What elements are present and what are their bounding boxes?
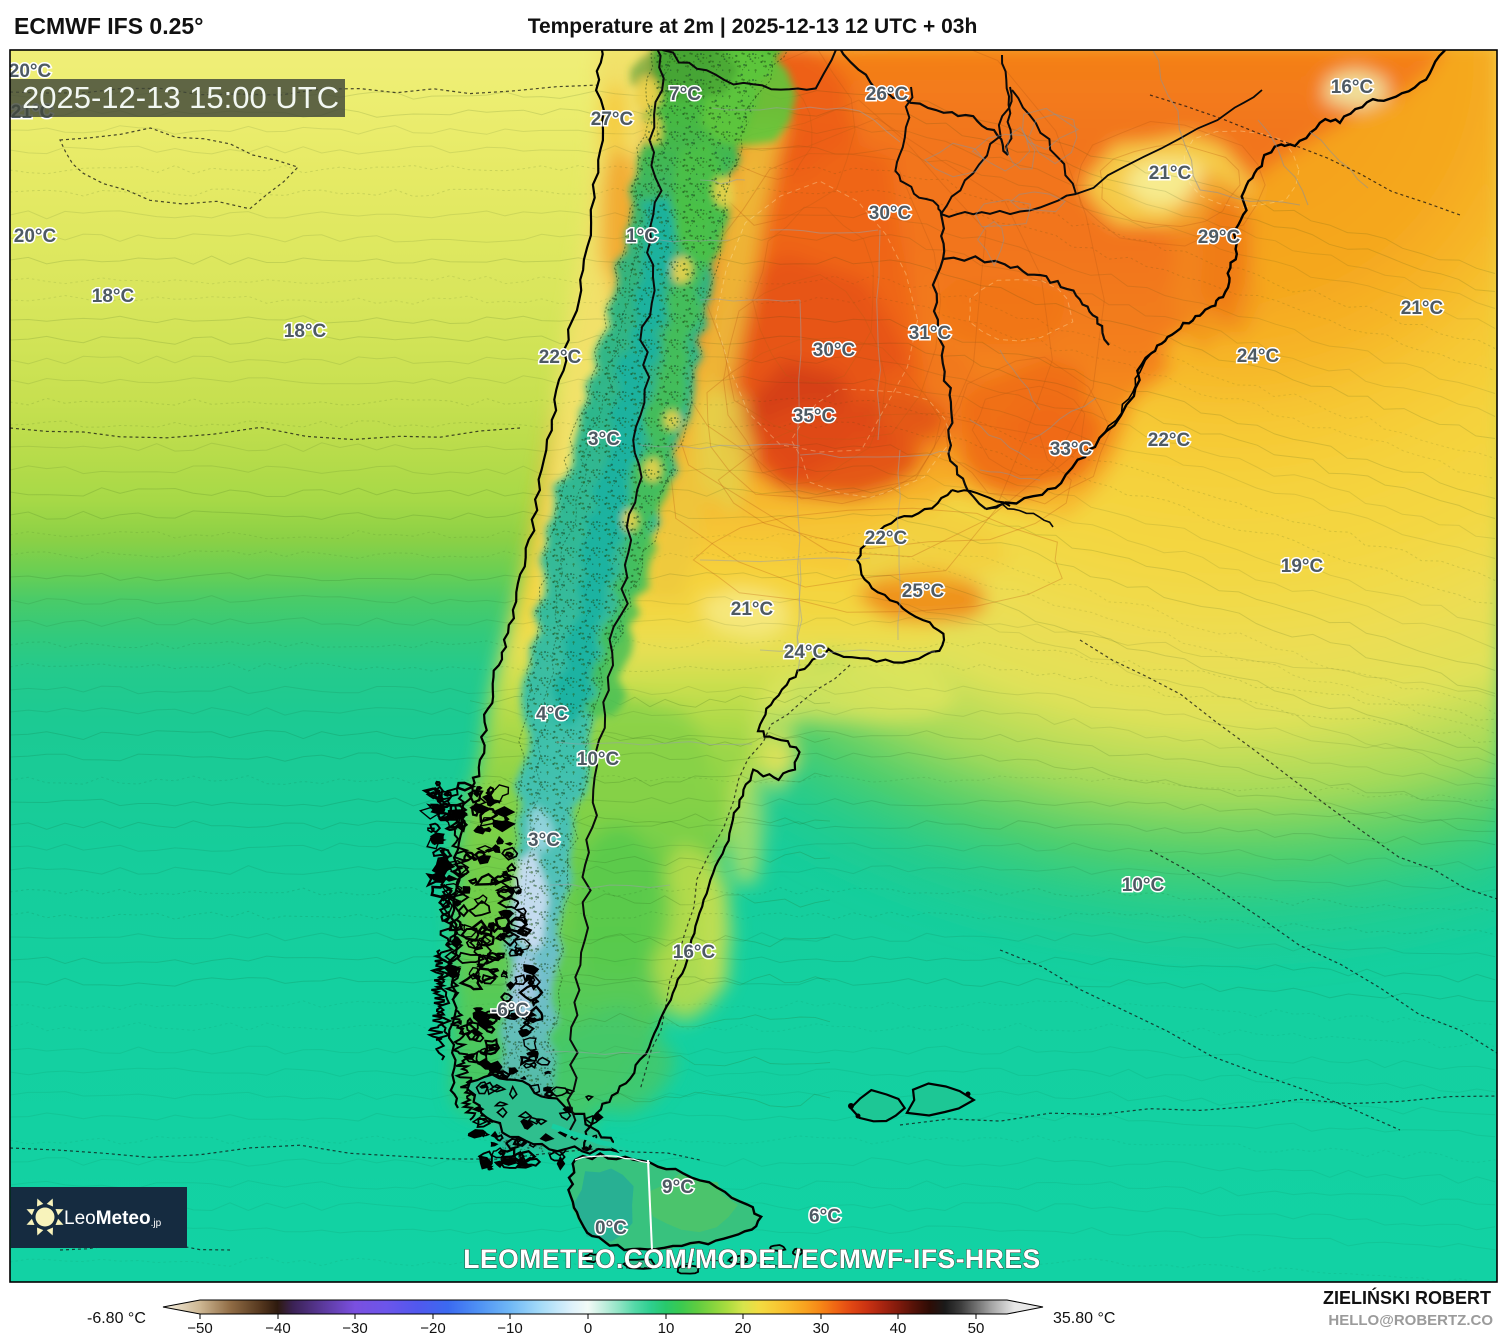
svg-text:24°C: 24°C [1237,346,1280,367]
svg-text:18°C: 18°C [284,321,327,342]
svg-text:−50: −50 [187,1320,212,1337]
svg-text:24°C: 24°C [784,642,827,663]
svg-text:−10: −10 [497,1320,522,1337]
svg-text:21°C: 21°C [1149,163,1192,184]
svg-text:31°C: 31°C [909,323,952,344]
svg-text:30°C: 30°C [869,203,912,224]
svg-text:22°C: 22°C [865,528,908,549]
svg-text:−30: −30 [342,1320,367,1337]
svg-text:25°C: 25°C [902,581,945,602]
svg-text:-6°C: -6°C [491,1000,529,1021]
svg-text:50: 50 [968,1320,985,1337]
svg-text:10°C: 10°C [1122,875,1165,896]
svg-text:4°C: 4°C [536,704,568,725]
svg-text:7°C: 7°C [669,84,701,105]
svg-text:26°C: 26°C [866,84,909,105]
svg-text:30°C: 30°C [813,340,856,361]
svg-text:27°C: 27°C [591,109,634,130]
svg-text:22°C: 22°C [539,347,582,368]
svg-text:21°C: 21°C [1401,298,1444,319]
svg-text:40: 40 [890,1320,907,1337]
svg-text:19°C: 19°C [1281,556,1324,577]
svg-text:9°C: 9°C [662,1177,694,1198]
svg-text:20°C: 20°C [14,226,57,247]
svg-text:16°C: 16°C [1331,77,1374,98]
svg-text:−40: −40 [265,1320,290,1337]
svg-text:LEOMETEO.COM/MODEL/ECMWF-IFS-H: LEOMETEO.COM/MODEL/ECMWF-IFS-HRES [463,1244,1040,1274]
svg-text:2025-12-13 15:00 UTC: 2025-12-13 15:00 UTC [22,80,339,115]
svg-text:30: 30 [813,1320,830,1337]
svg-text:0: 0 [584,1320,592,1337]
svg-text:35°C: 35°C [793,406,836,427]
svg-text:10°C: 10°C [577,749,620,770]
svg-text:0°C: 0°C [595,1218,627,1239]
svg-text:22°C: 22°C [1148,430,1191,451]
svg-text:3°C: 3°C [528,830,560,851]
svg-text:1°C: 1°C [626,226,658,247]
svg-text:10: 10 [658,1320,675,1337]
svg-text:29°C: 29°C [1198,227,1241,248]
svg-text:20°C: 20°C [9,61,52,82]
svg-text:21°C: 21°C [731,599,774,620]
svg-text:33°C: 33°C [1050,439,1093,460]
svg-text:18°C: 18°C [92,286,135,307]
svg-text:16°C: 16°C [673,942,716,963]
svg-text:LeoMeteo.jp: LeoMeteo.jp [64,1208,162,1229]
svg-text:−20: −20 [420,1320,445,1337]
svg-text:6°C: 6°C [809,1206,841,1227]
svg-text:20: 20 [735,1320,752,1337]
svg-text:3°C: 3°C [588,429,620,450]
